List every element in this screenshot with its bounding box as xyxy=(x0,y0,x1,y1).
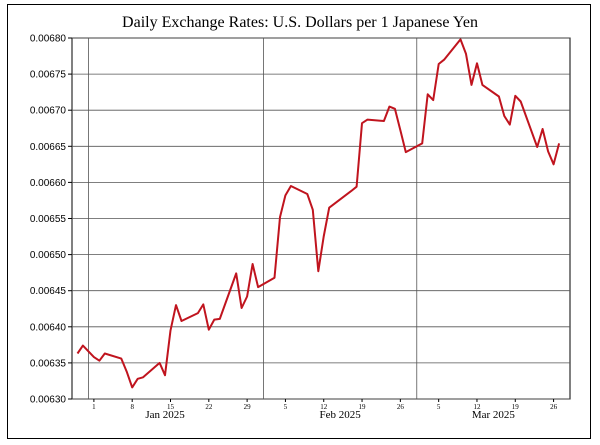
x-tick-label-1: 8 xyxy=(130,403,134,411)
y-tick-label-10: 0.00630 xyxy=(30,395,67,406)
x-tick-label-0: 1 xyxy=(92,403,96,411)
y-tick-label-8: 0.00640 xyxy=(30,322,67,333)
month-label-1: Feb 2025 xyxy=(320,409,362,421)
x-tick-label-4: 29 xyxy=(244,403,252,411)
y-tick-label-5: 0.00655 xyxy=(30,214,67,225)
y-tick-label-4: 0.00660 xyxy=(30,178,67,189)
x-tick-label-12: 26 xyxy=(550,403,558,411)
x-tick-label-10: 12 xyxy=(473,403,481,411)
series-line-usd-per-jpy xyxy=(76,38,561,389)
x-axis: 1 8 15 22 29 5 12 19 26 5 12 19 26 xyxy=(92,399,558,411)
month-label-2: Mar 2025 xyxy=(472,409,516,421)
y-tick-label-6: 0.00650 xyxy=(30,250,67,261)
x-tick-label-5: 5 xyxy=(284,403,288,411)
y-tick-label-1: 0.00675 xyxy=(30,70,67,81)
month-label-0: Jan 2025 xyxy=(145,409,185,421)
y-tick-label-0: 0.00680 xyxy=(30,34,67,45)
x-tick-label-8: 26 xyxy=(397,403,405,411)
x-tick-label-11: 19 xyxy=(512,403,520,411)
x-tick-label-6: 12 xyxy=(320,403,328,411)
y-tick-label-9: 0.00635 xyxy=(30,358,67,369)
x-tick-label-7: 19 xyxy=(359,403,367,411)
y-axis: 0.00680 0.00675 0.00670 0.00665 0.00660 0.006… xyxy=(30,34,72,406)
month-gridlines xyxy=(88,38,418,399)
y-tick-label-7: 0.00645 xyxy=(30,286,67,297)
x-tick-label-9: 5 xyxy=(437,403,441,411)
x-tick-label-2: 15 xyxy=(167,403,175,411)
y-tick-label-3: 0.00665 xyxy=(30,142,67,153)
month-labels: Jan 2025 Feb 2025 Mar 2025 xyxy=(145,409,515,421)
y-tick-label-2: 0.00670 xyxy=(30,106,67,117)
x-tick-label-3: 22 xyxy=(205,403,213,411)
chart-title: Daily Exchange Rates: U.S. Dollars per 1… xyxy=(122,14,478,31)
horizontal-gridlines xyxy=(72,37,570,400)
